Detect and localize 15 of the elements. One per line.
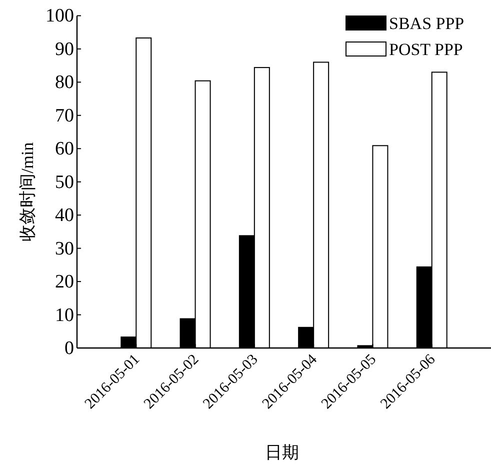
y-tick-label: 50 [55,172,74,193]
y-tick-label: 90 [55,38,74,60]
y-tick-label: 100 [46,6,74,27]
y-tick-label: 60 [55,138,74,160]
y-tick-label: 70 [55,105,74,126]
legend-label: SBAS PPP [389,14,464,33]
legend-label: POST PPP [389,40,463,59]
y-axis-title: 收敛时间/min [18,142,37,242]
y-tick-label: 0 [64,338,74,359]
y-tick-label: 10 [55,304,74,326]
y-tick-label: 40 [55,205,74,226]
y-tick-label: 20 [55,272,74,293]
x-axis-title: 日期 [265,443,299,462]
y-tick-label: 30 [55,238,74,260]
y-tick-label: 80 [55,72,74,94]
